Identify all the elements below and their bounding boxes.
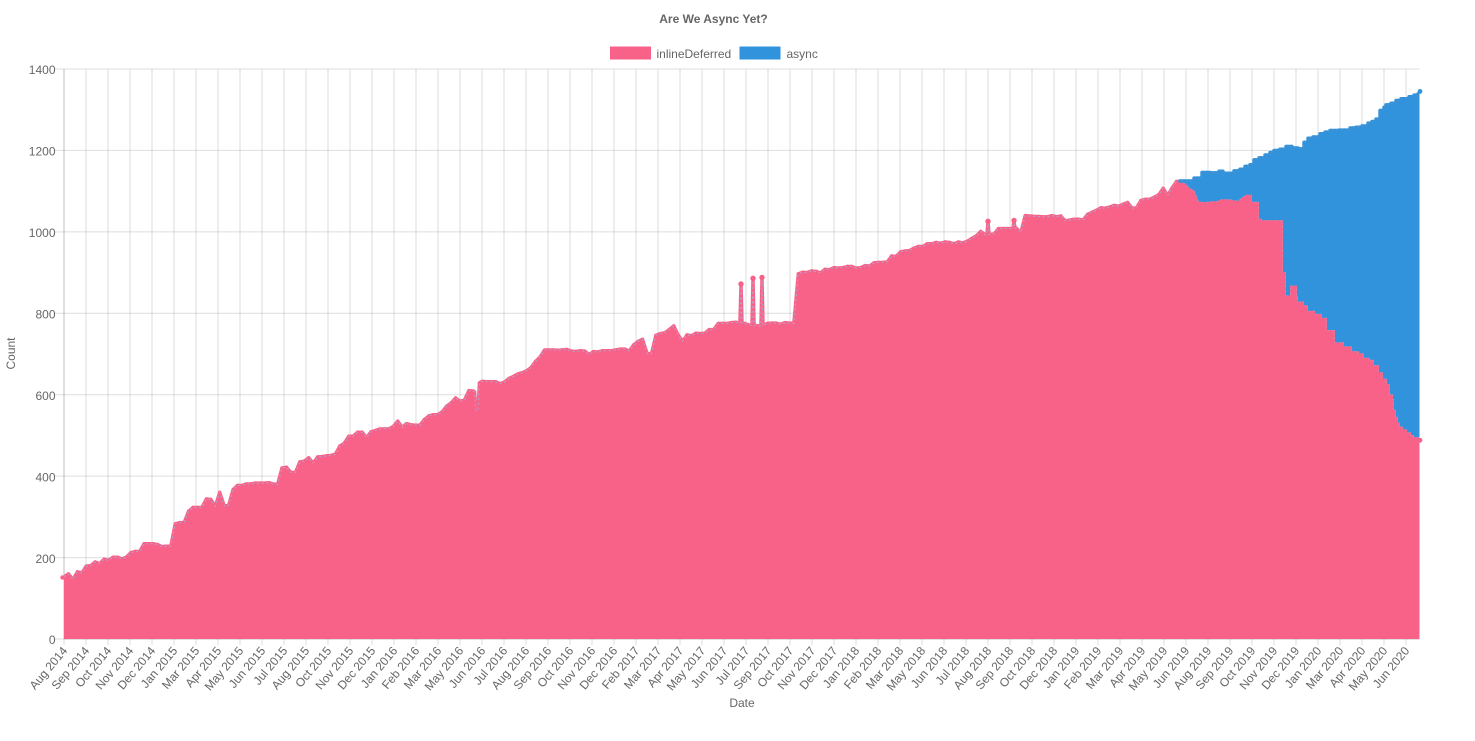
- svg-text:async: async: [787, 47, 818, 61]
- svg-text:200: 200: [35, 552, 55, 566]
- svg-text:800: 800: [35, 308, 55, 322]
- svg-text:0: 0: [49, 633, 56, 647]
- svg-text:Count: Count: [4, 337, 18, 370]
- svg-text:1400: 1400: [29, 63, 56, 77]
- svg-text:Date: Date: [729, 696, 755, 710]
- svg-text:1200: 1200: [29, 145, 56, 159]
- svg-text:600: 600: [35, 389, 55, 403]
- svg-text:1000: 1000: [29, 226, 56, 240]
- svg-text:Are We Async Yet?: Are We Async Yet?: [659, 12, 768, 26]
- svg-text:inlineDeferred: inlineDeferred: [657, 47, 732, 61]
- svg-text:400: 400: [35, 470, 55, 484]
